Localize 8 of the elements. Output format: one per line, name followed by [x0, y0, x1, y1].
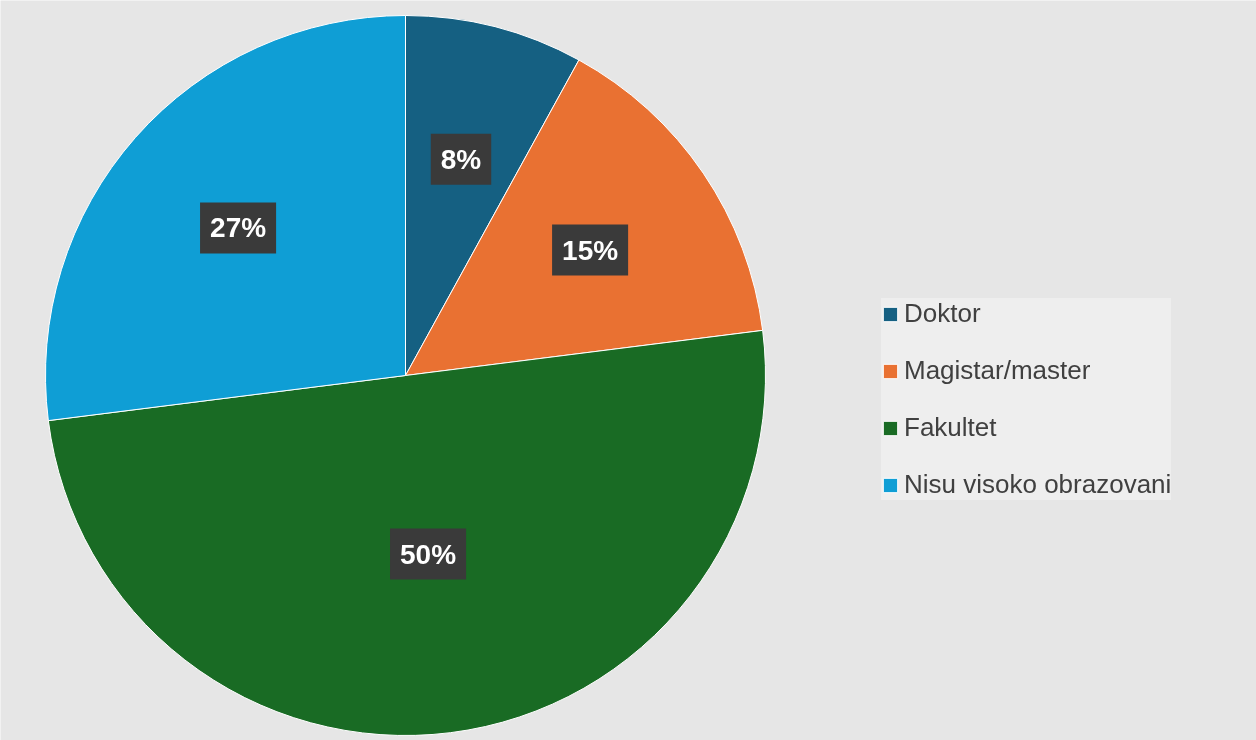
data-label: 50% — [400, 538, 457, 570]
legend-label: Magistar/master — [904, 355, 1091, 386]
data-label: 27% — [210, 212, 267, 244]
legend-label: Nisu visoko obrazovani — [904, 469, 1172, 500]
data-label: 15% — [562, 234, 619, 266]
legend-label: Fakultet — [904, 412, 997, 443]
data-label: 8% — [440, 143, 482, 175]
legend-label: Doktor — [904, 298, 981, 329]
